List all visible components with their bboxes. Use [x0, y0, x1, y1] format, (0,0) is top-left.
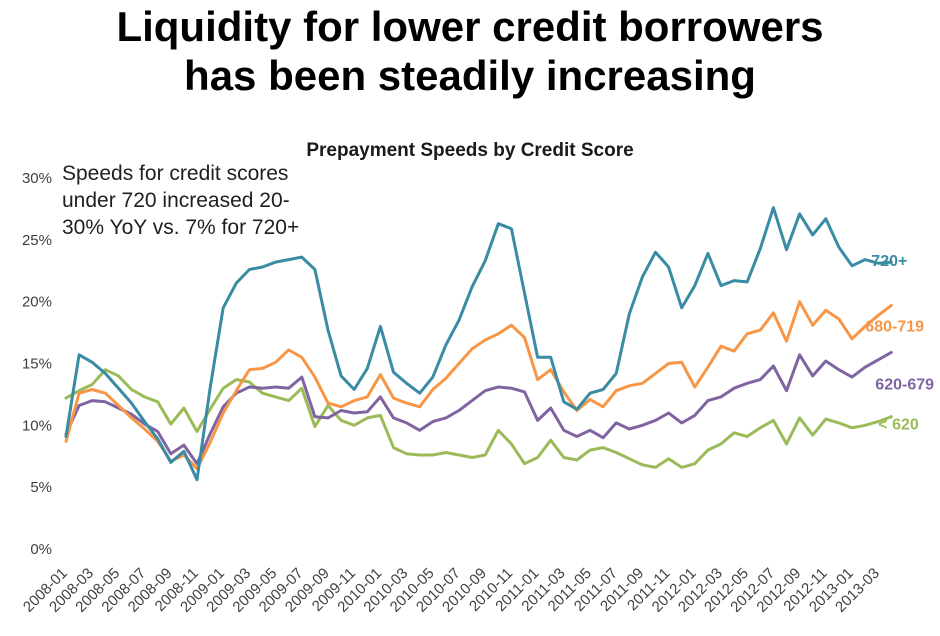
slide-title-line1: Liquidity for lower credit borrowers — [116, 3, 824, 50]
series-line-680-719 — [64, 300, 893, 471]
y-tick-label: 30% — [22, 170, 52, 187]
series-label-720+: 720+ — [871, 253, 907, 270]
y-tick-label: 5% — [30, 479, 52, 496]
slide-title-line2: has been steadily increasing — [184, 52, 756, 99]
y-tick-label: 25% — [22, 232, 52, 249]
series-label-620-679: 620-679 — [875, 376, 934, 393]
y-tick-label: 0% — [30, 541, 52, 558]
chart-title: Prepayment Speeds by Credit Score — [306, 140, 634, 161]
series-line-< 620 — [64, 368, 893, 469]
series-line-620-679 — [64, 350, 893, 466]
annotation-line2: under 720 increased 20- — [62, 189, 290, 212]
series-line-720+ — [64, 206, 893, 482]
series-label-680-719: 680-719 — [865, 318, 924, 335]
y-tick-label: 10% — [22, 417, 52, 434]
chart-annotation: Speeds for credit scores under 720 incre… — [62, 160, 299, 241]
annotation-line1: Speeds for credit scores — [62, 162, 289, 185]
series-label-< 620: < 620 — [878, 417, 919, 434]
slide-title: Liquidity for lower credit borrowers has… — [0, 2, 940, 100]
annotation-line3: 30% YoY vs. 7% for 720+ — [62, 216, 300, 239]
y-tick-label: 20% — [22, 294, 52, 311]
y-tick-label: 15% — [22, 356, 52, 373]
